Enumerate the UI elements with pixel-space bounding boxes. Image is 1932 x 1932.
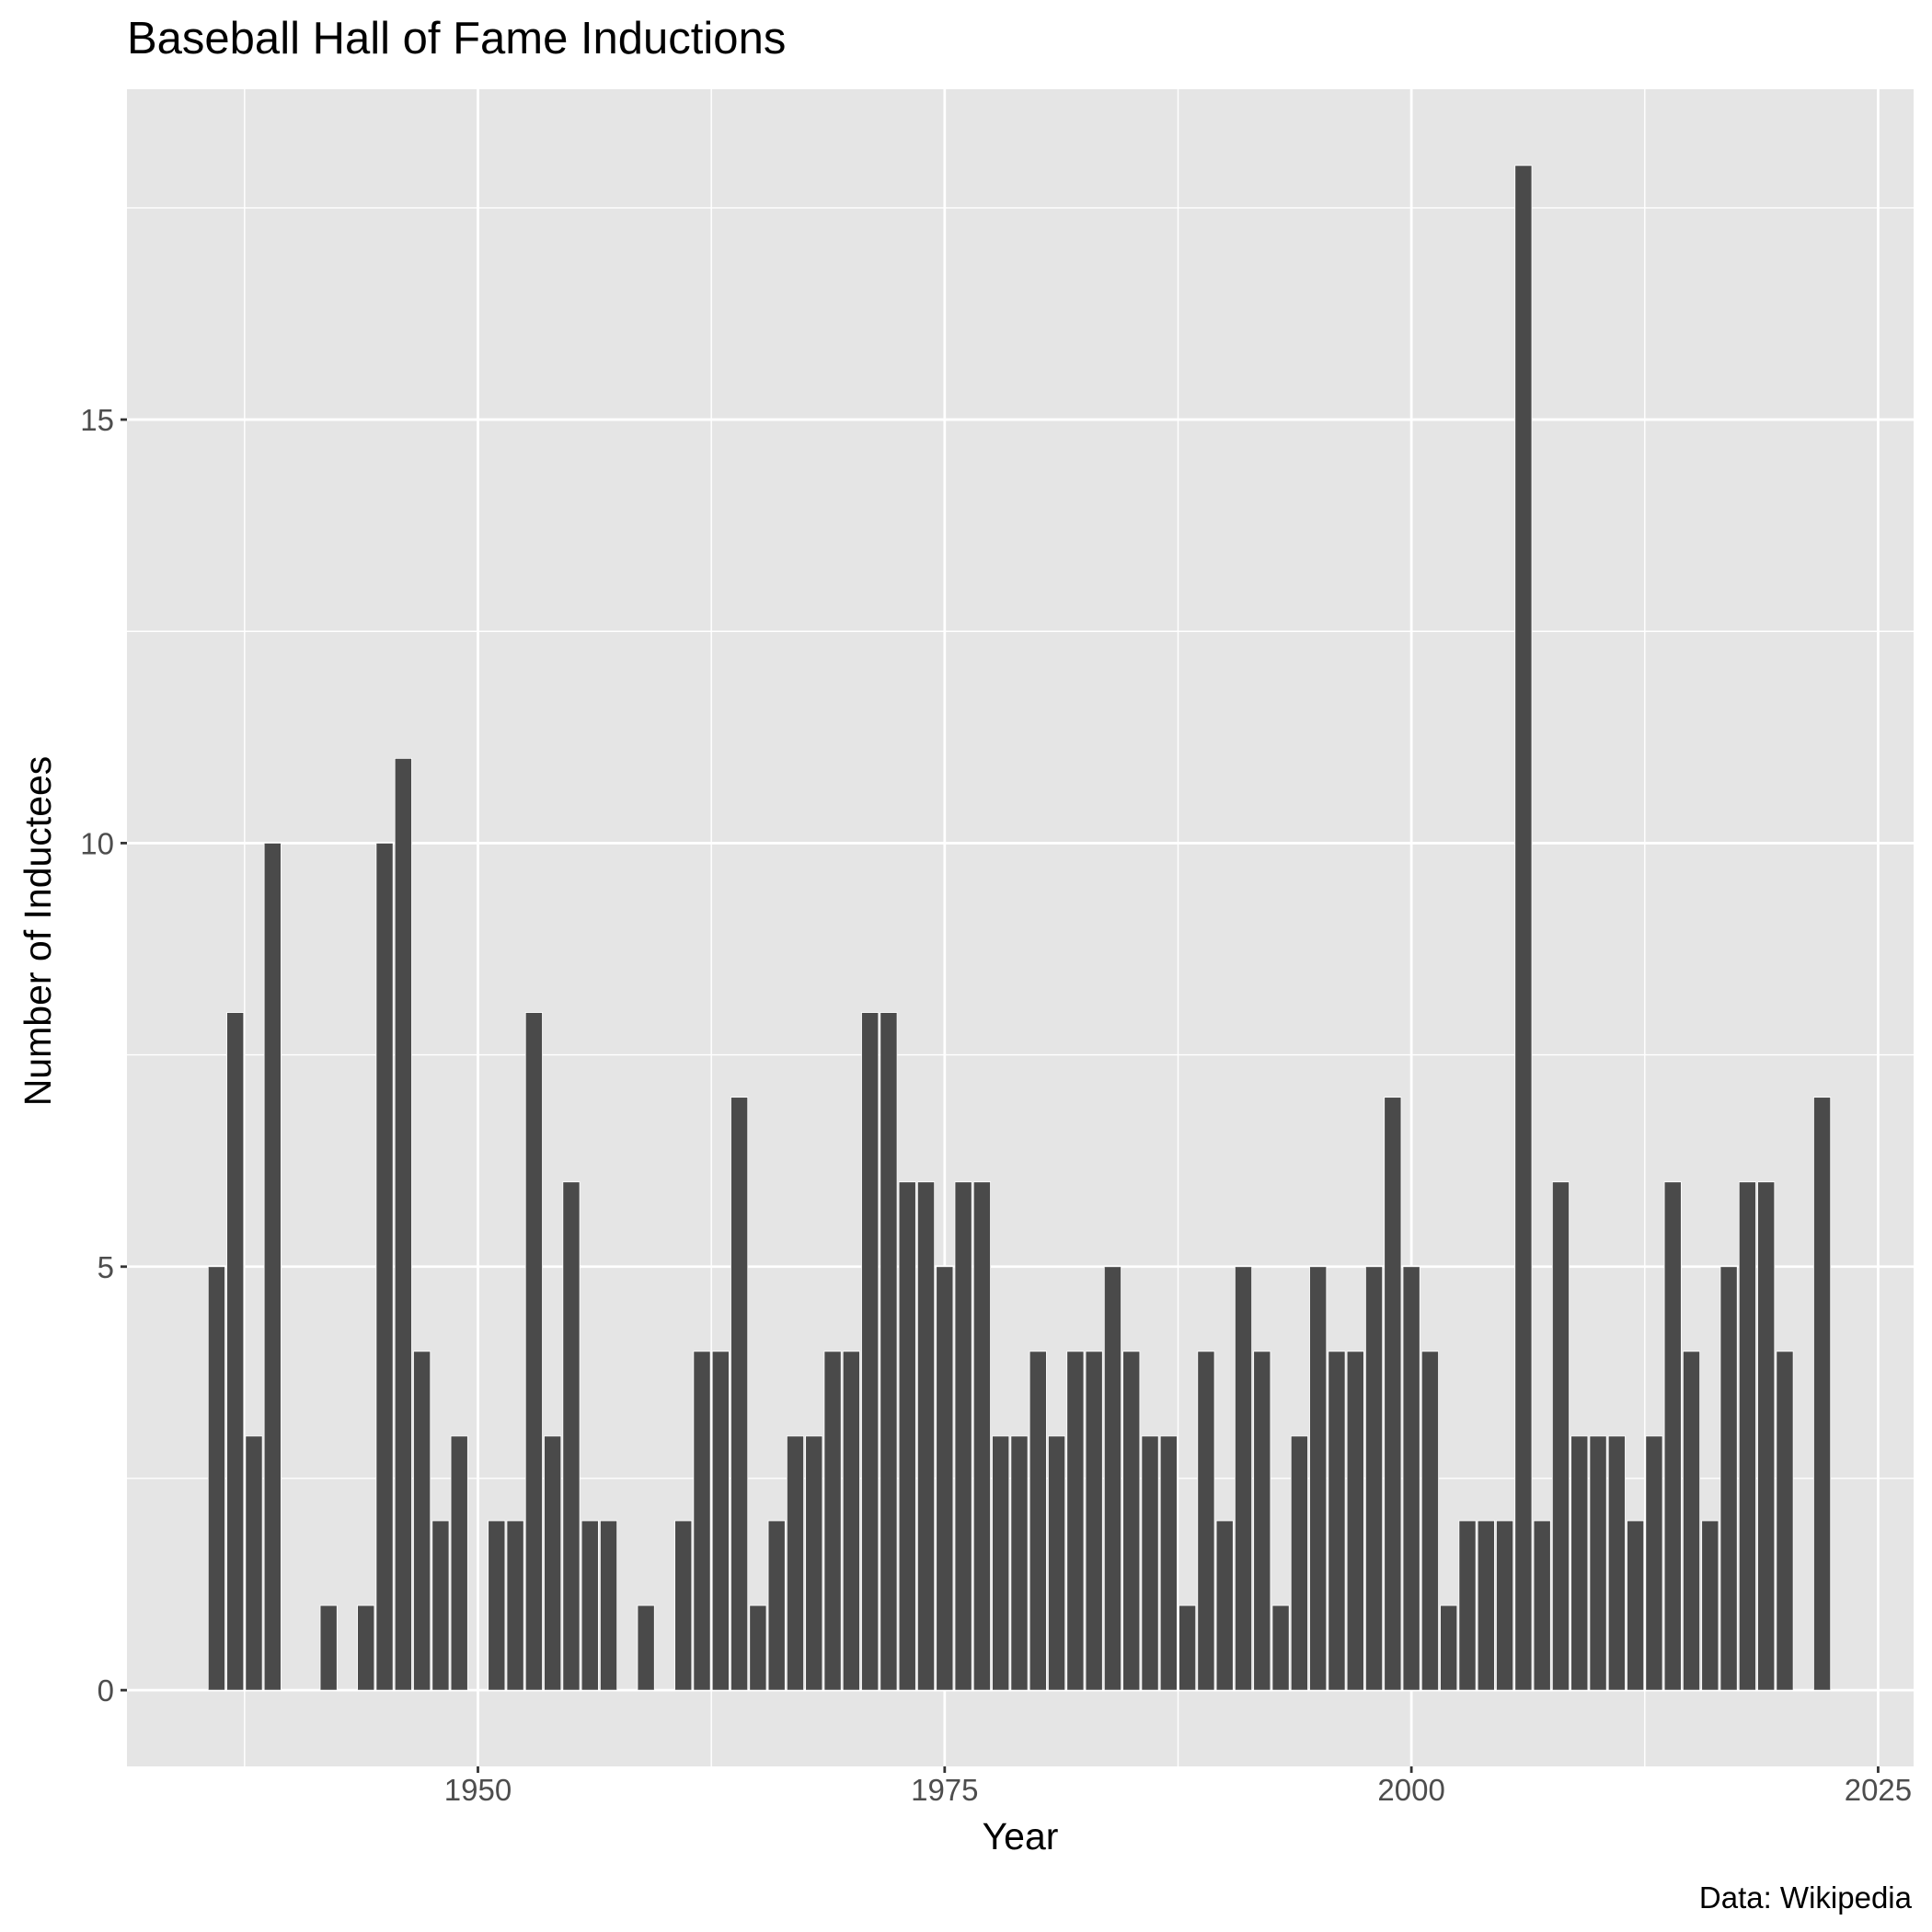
bar-2006 xyxy=(1514,165,1533,1691)
bars xyxy=(207,165,1832,1691)
bar-1949 xyxy=(450,1435,468,1691)
bar-2007 xyxy=(1533,1520,1551,1691)
bar-1956 xyxy=(581,1520,599,1691)
bar-1973 xyxy=(898,1181,916,1691)
bar-2020 xyxy=(1776,1351,1794,1691)
bar-1964 xyxy=(730,1097,749,1691)
bar-1946 xyxy=(394,757,412,1691)
bar-1957 xyxy=(600,1520,618,1691)
y-tick-label: 0 xyxy=(98,1673,114,1708)
bar-1993 xyxy=(1271,1604,1290,1691)
bar-1936 xyxy=(207,1266,225,1691)
bar-1967 xyxy=(786,1435,805,1691)
bar-1987 xyxy=(1159,1435,1178,1691)
bar-2019 xyxy=(1757,1181,1776,1691)
bar-1986 xyxy=(1141,1435,1159,1691)
bar-1977 xyxy=(972,1181,991,1691)
bar-1998 xyxy=(1365,1266,1384,1691)
y-axis-title: Number of Inductees xyxy=(17,756,59,1107)
bar-1951 xyxy=(488,1520,506,1691)
bar-2015 xyxy=(1682,1351,1701,1691)
bar-1947 xyxy=(413,1351,431,1691)
bar-1979 xyxy=(1010,1435,1029,1691)
bar-1970 xyxy=(842,1351,860,1691)
bar-1975 xyxy=(936,1266,954,1691)
bar-1985 xyxy=(1122,1351,1141,1691)
bar-1948 xyxy=(431,1520,450,1691)
bar-1937 xyxy=(226,1012,245,1691)
bar-1989 xyxy=(1197,1351,1215,1691)
bar-1996 xyxy=(1328,1351,1346,1691)
bar-1961 xyxy=(674,1520,693,1691)
x-tick-label: 1975 xyxy=(911,1773,978,1807)
bar-1997 xyxy=(1346,1351,1364,1691)
bar-1972 xyxy=(880,1012,898,1691)
bar-1981 xyxy=(1048,1435,1066,1691)
bar-1954 xyxy=(544,1435,562,1691)
x-tick-label: 2000 xyxy=(1377,1773,1444,1807)
bar-1945 xyxy=(375,843,394,1691)
bar-1974 xyxy=(916,1181,936,1691)
bar-1984 xyxy=(1103,1266,1121,1691)
bar-2009 xyxy=(1570,1435,1589,1691)
bar-1955 xyxy=(562,1181,581,1691)
bar-1966 xyxy=(767,1520,786,1691)
bar-2022 xyxy=(1813,1097,1832,1691)
bar-1959 xyxy=(637,1604,655,1691)
bar-1980 xyxy=(1029,1351,1047,1691)
bar-1952 xyxy=(506,1520,524,1691)
bar-1938 xyxy=(245,1435,263,1691)
bar-2001 xyxy=(1420,1351,1439,1691)
bar-1978 xyxy=(992,1435,1010,1691)
y-tick-label: 5 xyxy=(98,1250,114,1284)
bar-1976 xyxy=(954,1181,972,1691)
bar-1939 xyxy=(263,843,282,1691)
bar-2018 xyxy=(1738,1181,1756,1691)
x-tick-label: 2025 xyxy=(1845,1773,1912,1807)
bar-1968 xyxy=(805,1435,823,1691)
bar-2017 xyxy=(1719,1266,1738,1691)
bar-1988 xyxy=(1179,1604,1197,1691)
bar-1944 xyxy=(357,1604,375,1691)
bar-2003 xyxy=(1458,1520,1477,1691)
bar-1999 xyxy=(1384,1097,1402,1691)
bar-1991 xyxy=(1234,1266,1253,1691)
bar-2013 xyxy=(1645,1435,1663,1691)
bar-2014 xyxy=(1663,1181,1682,1691)
x-tick-label: 1950 xyxy=(444,1773,512,1807)
bar-1982 xyxy=(1066,1351,1085,1691)
bar-2000 xyxy=(1402,1266,1420,1691)
bar-1992 xyxy=(1253,1351,1271,1691)
bar-2005 xyxy=(1496,1520,1514,1691)
bar-1963 xyxy=(711,1351,730,1691)
bar-1969 xyxy=(823,1351,842,1691)
x-axis-title: Year xyxy=(983,1815,1059,1857)
y-tick-label: 15 xyxy=(80,403,114,437)
bar-2002 xyxy=(1440,1604,1458,1691)
bar-2004 xyxy=(1477,1520,1495,1691)
axes: 1950 1975 2000 2025 0 5 10 15 xyxy=(80,403,1912,1807)
bar-1962 xyxy=(693,1351,711,1691)
bar-2011 xyxy=(1607,1435,1626,1691)
bar-1990 xyxy=(1215,1520,1234,1691)
bar-1942 xyxy=(319,1604,338,1691)
bar-2010 xyxy=(1589,1435,1607,1691)
bar-1994 xyxy=(1290,1435,1308,1691)
bar-1953 xyxy=(524,1012,543,1691)
bar-1995 xyxy=(1309,1266,1328,1691)
bar-2008 xyxy=(1551,1181,1570,1691)
y-tick-label: 10 xyxy=(80,826,114,860)
chart-caption: Data: Wikipedia xyxy=(1699,1880,1913,1915)
bar-1971 xyxy=(861,1012,880,1691)
bar-1983 xyxy=(1085,1351,1103,1691)
bar-2012 xyxy=(1627,1520,1645,1691)
bar-1965 xyxy=(749,1604,767,1691)
bar-2016 xyxy=(1701,1520,1719,1691)
chart-title: Baseball Hall of Fame Inductions xyxy=(127,14,786,63)
